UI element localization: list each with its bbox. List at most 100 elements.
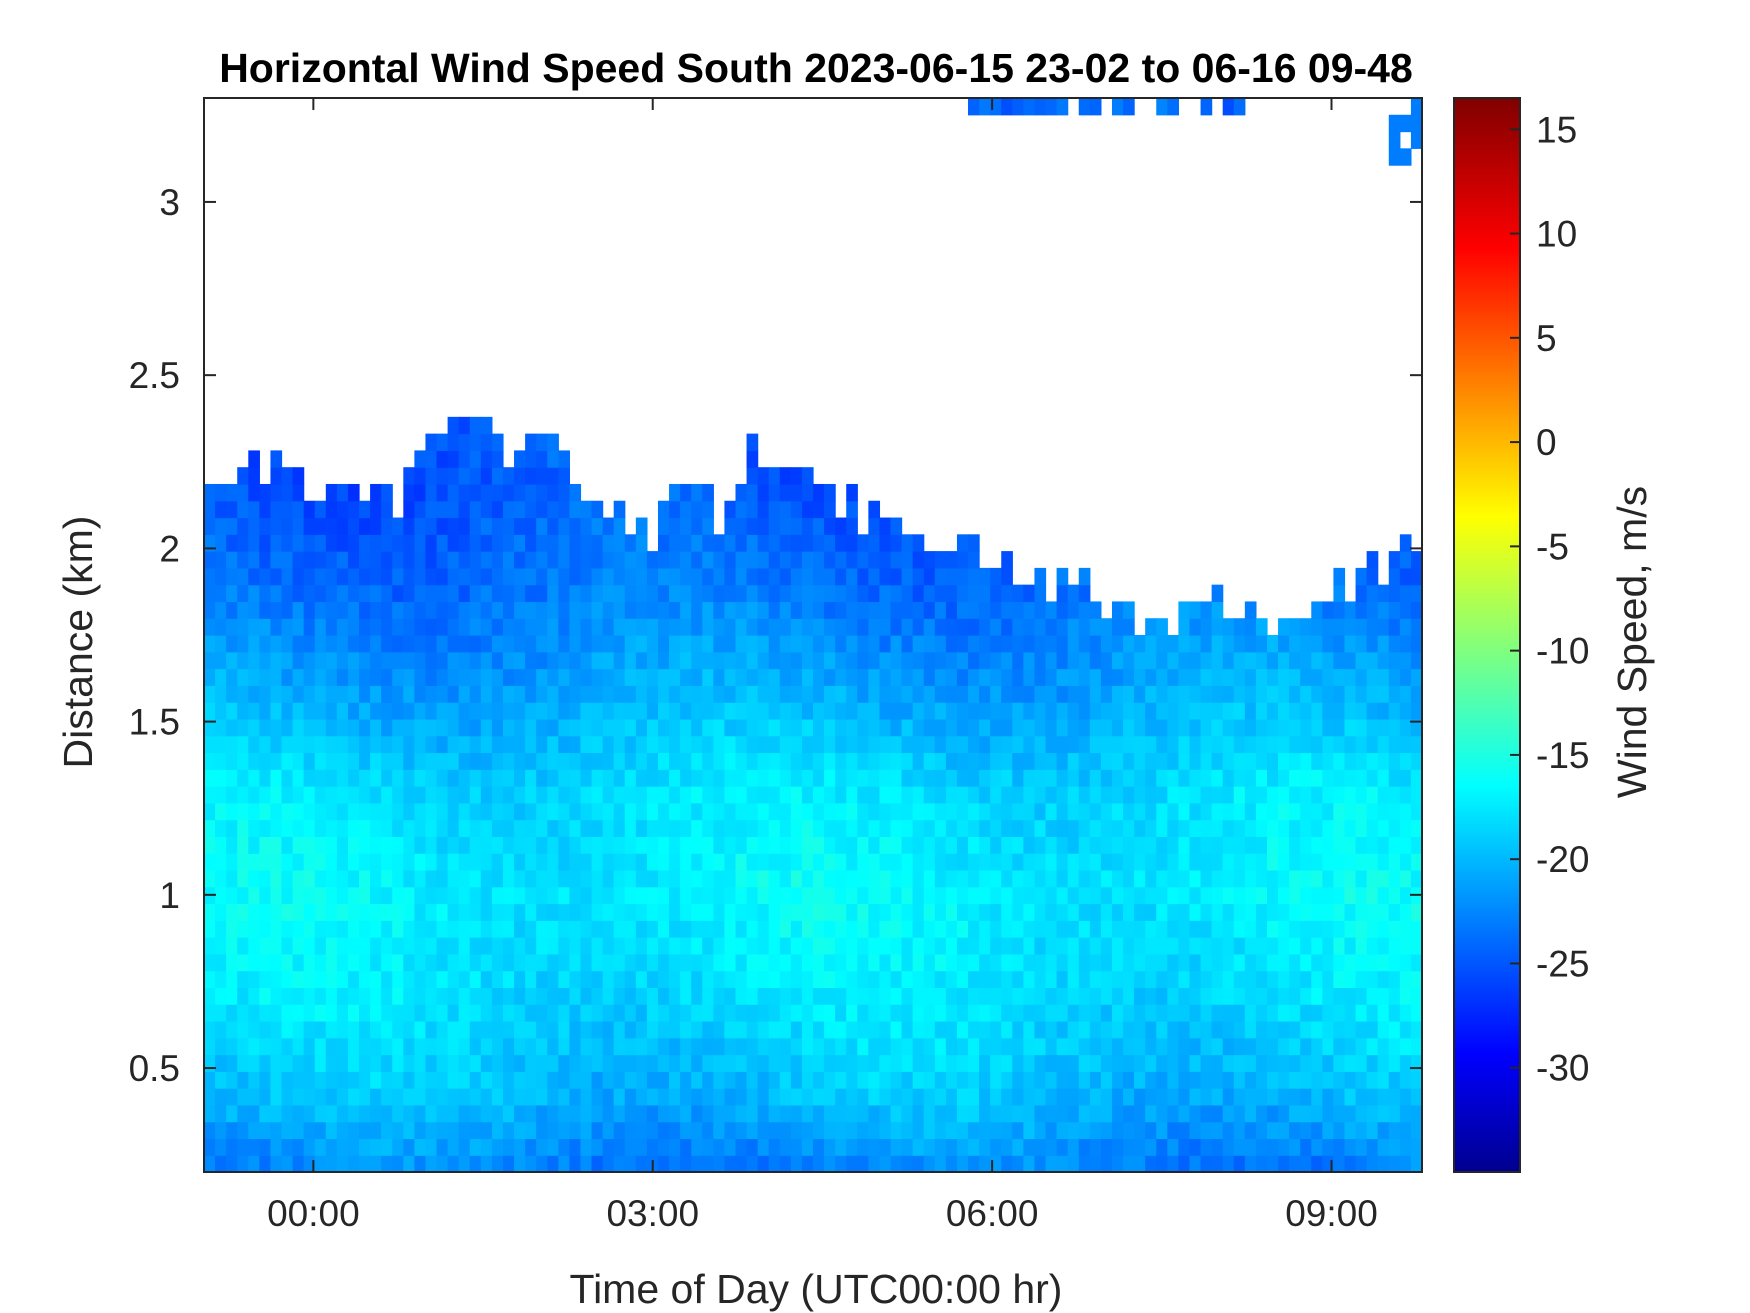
heatmap-cell [403,500,415,519]
heatmap-cell [425,903,438,921]
heatmap-cell [458,601,471,619]
heatmap-cell [525,651,537,670]
heatmap-cell [569,567,582,586]
heatmap-cell [436,937,449,955]
heatmap-cell [502,517,515,535]
heatmap-cell [425,1020,438,1039]
heatmap-cell [1300,1054,1312,1072]
heatmap-cell [1388,836,1401,854]
heatmap-cell [525,886,537,905]
y-tick-label: 2.5 [129,355,180,396]
heatmap-cell [491,1071,504,1089]
heatmap-cell [259,920,272,938]
heatmap-cell [890,853,903,871]
heatmap-cell [259,1104,272,1123]
heatmap-cell [968,886,980,905]
heatmap-cell [381,869,393,888]
heatmap-cell [956,1071,969,1089]
heatmap-cell [514,953,526,972]
heatmap-cell [646,618,659,636]
heatmap-cell [602,937,615,955]
heatmap-cell [879,551,892,569]
heatmap-cell [669,635,681,653]
heatmap-cell [779,517,792,535]
heatmap-cell [569,668,582,686]
heatmap-cell [1399,668,1412,686]
heatmap-cell [1211,920,1224,938]
heatmap-cell [447,450,460,468]
heatmap-cell [635,920,648,938]
heatmap-cell [1001,1121,1013,1140]
heatmap-cell [624,551,637,569]
heatmap-cell [1012,1037,1024,1056]
heatmap-cell [1123,836,1135,854]
heatmap-cell [868,853,881,871]
heatmap-cell [1167,786,1179,804]
heatmap-cell [491,601,504,619]
heatmap-cell [1289,1104,1301,1123]
heatmap-cell [370,1088,382,1106]
heatmap-cell [447,668,460,686]
heatmap-cell [1145,937,1157,955]
heatmap-cell [469,1054,482,1072]
heatmap-cell [1078,903,1091,921]
heatmap-cell [1278,920,1290,938]
heatmap-cell [768,685,781,703]
heatmap-cell [1410,618,1422,636]
heatmap-cell [646,802,659,821]
heatmap-cell [1410,937,1422,955]
heatmap-cell [968,98,980,116]
heatmap-cell [901,735,914,754]
heatmap-cell [436,517,449,535]
heatmap-cell [1377,970,1390,989]
heatmap-cell [735,735,748,754]
heatmap-cell [281,937,294,955]
heatmap-cell [768,500,781,519]
heatmap-cell [447,702,460,720]
heatmap-cell [934,567,947,586]
heatmap-cell [1045,869,1058,888]
heatmap-cell [945,735,958,754]
heatmap-cell [514,786,526,804]
heatmap-cell [801,853,814,871]
heatmap-cell [414,735,427,754]
heatmap-cell [458,584,471,603]
heatmap-cell [1266,635,1279,653]
heatmap-cell [502,1155,515,1172]
heatmap-cell [1111,869,1124,888]
heatmap-cell [536,1020,548,1039]
heatmap-cell [215,483,227,502]
heatmap-cell [336,836,349,854]
heatmap-cell [325,567,338,586]
heatmap-cell [724,920,737,938]
heatmap-cell [757,1004,770,1022]
heatmap-cell [1377,802,1390,821]
heatmap-cell [724,869,737,888]
heatmap-cell [1100,1054,1113,1072]
heatmap-cell [292,618,305,636]
heatmap-cell [1311,903,1323,921]
heatmap-cell [1056,584,1069,603]
heatmap-cell [491,718,504,737]
heatmap-cell [691,1071,703,1089]
heatmap-cell [846,836,858,854]
heatmap-cell [813,920,825,938]
heatmap-cell [746,735,759,754]
heatmap-cell [613,1037,626,1056]
heatmap-cell [248,450,260,468]
heatmap-cell [646,937,659,955]
heatmap-cell [912,1155,925,1172]
heatmap-cell [1189,987,1202,1005]
heatmap-cell [1100,1037,1113,1056]
heatmap-cell [580,903,593,921]
heatmap-cell [890,601,903,619]
heatmap-cell [480,869,493,888]
heatmap-cell [979,718,991,737]
heatmap-cell [979,836,991,854]
heatmap-cell [1111,702,1124,720]
heatmap-cell [1289,752,1301,770]
heatmap-cell [292,685,305,703]
heatmap-cell [1322,702,1335,720]
heatmap-cell [514,551,526,569]
heatmap-cell [835,517,847,535]
